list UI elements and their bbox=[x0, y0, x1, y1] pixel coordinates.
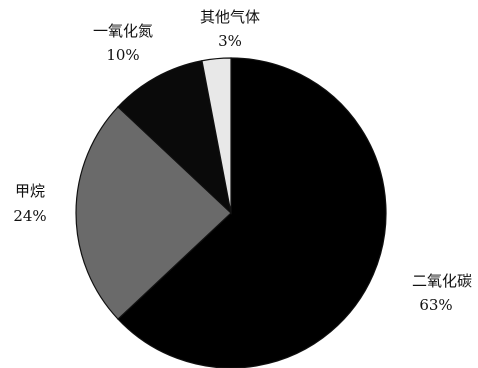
slice-label-methane-name: 甲烷 bbox=[15, 182, 45, 200]
slice-label-no-percent: 10% bbox=[106, 46, 139, 64]
slice-label-other-percent: 3% bbox=[218, 32, 242, 50]
slice-label-other-name: 其他气体 bbox=[200, 8, 260, 26]
slice-label-no-name: 一氧化氮 bbox=[93, 22, 153, 40]
slice-co2 bbox=[117, 57, 387, 368]
slice-label-methane-percent: 24% bbox=[13, 207, 46, 225]
slice-other-gases bbox=[201, 57, 232, 214]
slice-label-co2-name: 二氧化碳 bbox=[412, 272, 472, 290]
slice-methane bbox=[75, 106, 232, 320]
slice-label-co2-percent: 63% bbox=[419, 296, 452, 314]
pie-slices bbox=[75, 57, 387, 368]
slice-nitric-oxide bbox=[117, 60, 232, 215]
